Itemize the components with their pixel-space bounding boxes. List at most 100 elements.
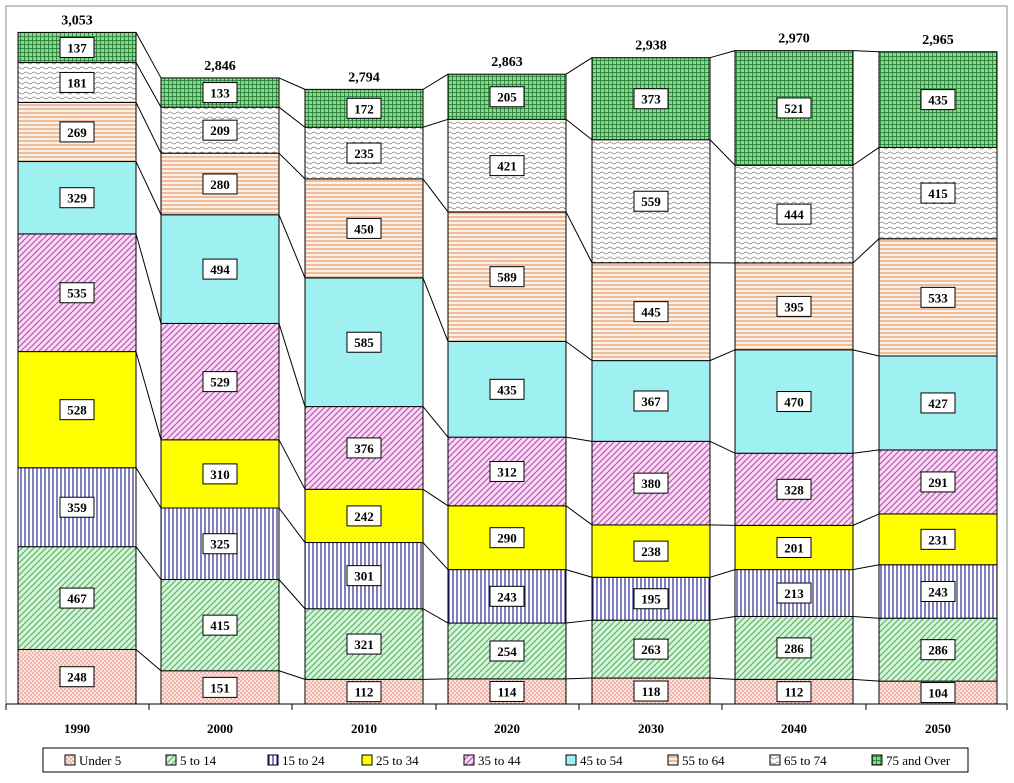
legend-label-65-to-74: 65 to 74 — [784, 753, 827, 768]
data-label-75-and-over-2000: 133 — [210, 86, 230, 101]
connector-line — [136, 352, 161, 440]
connector-line — [853, 679, 879, 681]
connector-line — [566, 570, 592, 578]
connector-line — [853, 616, 879, 618]
data-label-25-to-34-1990: 528 — [67, 403, 87, 418]
connector-line — [423, 74, 448, 89]
data-label-65-to-74-2030: 559 — [641, 194, 661, 209]
connector-line — [423, 278, 448, 342]
data-label-35-to-44-2040: 328 — [784, 482, 804, 497]
total-label-2040: 2,970 — [778, 32, 810, 47]
data-label-55-to-64-2000: 280 — [210, 177, 230, 192]
data-label-45-to-54-2040: 470 — [784, 395, 804, 410]
data-label-5-to-14-2000: 415 — [210, 618, 230, 633]
connector-line — [566, 620, 592, 623]
data-label-25-to-34-2020: 290 — [497, 531, 517, 546]
legend-label-75-and-over: 75 and Over — [886, 753, 951, 768]
connector-line — [136, 102, 161, 153]
total-label-2050: 2,965 — [922, 33, 954, 48]
legend-swatch-15-to-24 — [268, 755, 278, 765]
connector-line — [136, 32, 161, 78]
connector-line — [710, 350, 735, 361]
connector-line — [710, 441, 735, 453]
data-label-75-and-over-2010: 172 — [354, 101, 374, 116]
connector-line — [566, 341, 592, 360]
data-label-under-5-2040: 112 — [785, 685, 804, 700]
data-label-15-to-24-2000: 325 — [210, 537, 230, 552]
legend-label-35-to-44: 35 to 44 — [478, 753, 521, 768]
connector-line — [566, 119, 592, 139]
data-label-25-to-34-2000: 310 — [210, 467, 230, 482]
data-label-15-to-24-2050: 243 — [928, 584, 948, 599]
legend-label-25-to-34: 25 to 34 — [376, 753, 419, 768]
x-tick-label-2000: 2000 — [207, 721, 233, 736]
legend-swatch-5-to-14 — [166, 755, 176, 765]
data-label-35-to-44-1990: 535 — [67, 286, 87, 301]
legend-swatch-75-and-over — [872, 755, 882, 765]
data-label-45-to-54-2000: 494 — [210, 262, 230, 277]
data-label-55-to-64-1990: 269 — [67, 125, 87, 140]
legend-label-5-to-14: 5 to 14 — [180, 753, 217, 768]
legend-swatch-45-to-54 — [566, 755, 576, 765]
legend-label-45-to-54: 45 to 54 — [580, 753, 623, 768]
data-label-35-to-44-2010: 376 — [354, 441, 374, 456]
legend-swatch-35-to-44 — [464, 755, 474, 765]
connector-line — [566, 506, 592, 525]
data-label-under-5-1990: 248 — [67, 670, 87, 685]
data-label-55-to-64-2010: 450 — [354, 221, 374, 236]
connector-line — [423, 119, 448, 127]
total-label-2030: 2,938 — [635, 39, 667, 54]
x-tick-label-1990: 1990 — [64, 721, 90, 736]
connector-line — [279, 579, 305, 608]
connector-line — [853, 350, 879, 356]
data-label-35-to-44-2030: 380 — [641, 476, 661, 491]
data-label-65-to-74-1990: 181 — [67, 75, 87, 90]
data-label-5-to-14-1990: 467 — [67, 591, 87, 606]
total-label-2000: 2,846 — [204, 59, 236, 74]
legend-label-under-5: Under 5 — [79, 753, 121, 768]
data-label-5-to-14-2020: 254 — [497, 644, 517, 659]
connector-line — [136, 63, 161, 108]
data-label-45-to-54-2030: 367 — [641, 394, 661, 409]
data-label-25-to-34-2030: 238 — [641, 544, 661, 559]
x-tick-label-2030: 2030 — [638, 721, 664, 736]
data-label-5-to-14-2030: 263 — [641, 642, 661, 657]
total-label-1990: 3,053 — [61, 13, 93, 28]
connector-line — [136, 234, 161, 324]
data-label-65-to-74-2020: 421 — [497, 159, 517, 174]
data-label-35-to-44-2020: 312 — [497, 464, 517, 479]
legend-swatch-55-to-64 — [668, 755, 678, 765]
legend-swatch-under-5 — [65, 755, 75, 765]
connector-line — [566, 437, 592, 441]
data-label-65-to-74-2040: 444 — [784, 207, 804, 222]
connector-line — [853, 239, 879, 263]
connector-line — [710, 616, 735, 620]
total-label-2020: 2,863 — [491, 55, 523, 70]
legend-label-55-to-64: 55 to 64 — [682, 753, 725, 768]
connector-line — [279, 323, 305, 406]
x-tick-label-2050: 2050 — [925, 721, 951, 736]
connector-line — [423, 489, 448, 505]
data-label-45-to-54-2010: 585 — [354, 335, 374, 350]
data-label-under-5-2050: 104 — [928, 686, 948, 701]
x-tick-label-2020: 2020 — [494, 721, 520, 736]
data-label-65-to-74-2050: 415 — [928, 186, 948, 201]
data-label-under-5-2010: 112 — [355, 685, 374, 700]
connector-line — [710, 51, 735, 58]
data-label-45-to-54-2020: 435 — [497, 382, 517, 397]
connector-line — [566, 58, 592, 74]
data-label-5-to-14-2050: 286 — [928, 643, 948, 658]
total-label-2010: 2,794 — [348, 70, 380, 85]
connector-line — [710, 678, 735, 679]
connector-line — [423, 179, 448, 212]
data-label-15-to-24-2030: 195 — [641, 592, 661, 607]
connector-line — [279, 215, 305, 278]
data-label-75-and-over-1990: 137 — [67, 40, 87, 55]
data-label-15-to-24-2040: 213 — [784, 586, 804, 601]
legend-swatch-65-to-74 — [770, 755, 780, 765]
data-label-75-and-over-2040: 521 — [784, 101, 804, 116]
data-label-75-and-over-2020: 205 — [497, 90, 517, 105]
data-label-25-to-34-2040: 201 — [784, 540, 804, 555]
